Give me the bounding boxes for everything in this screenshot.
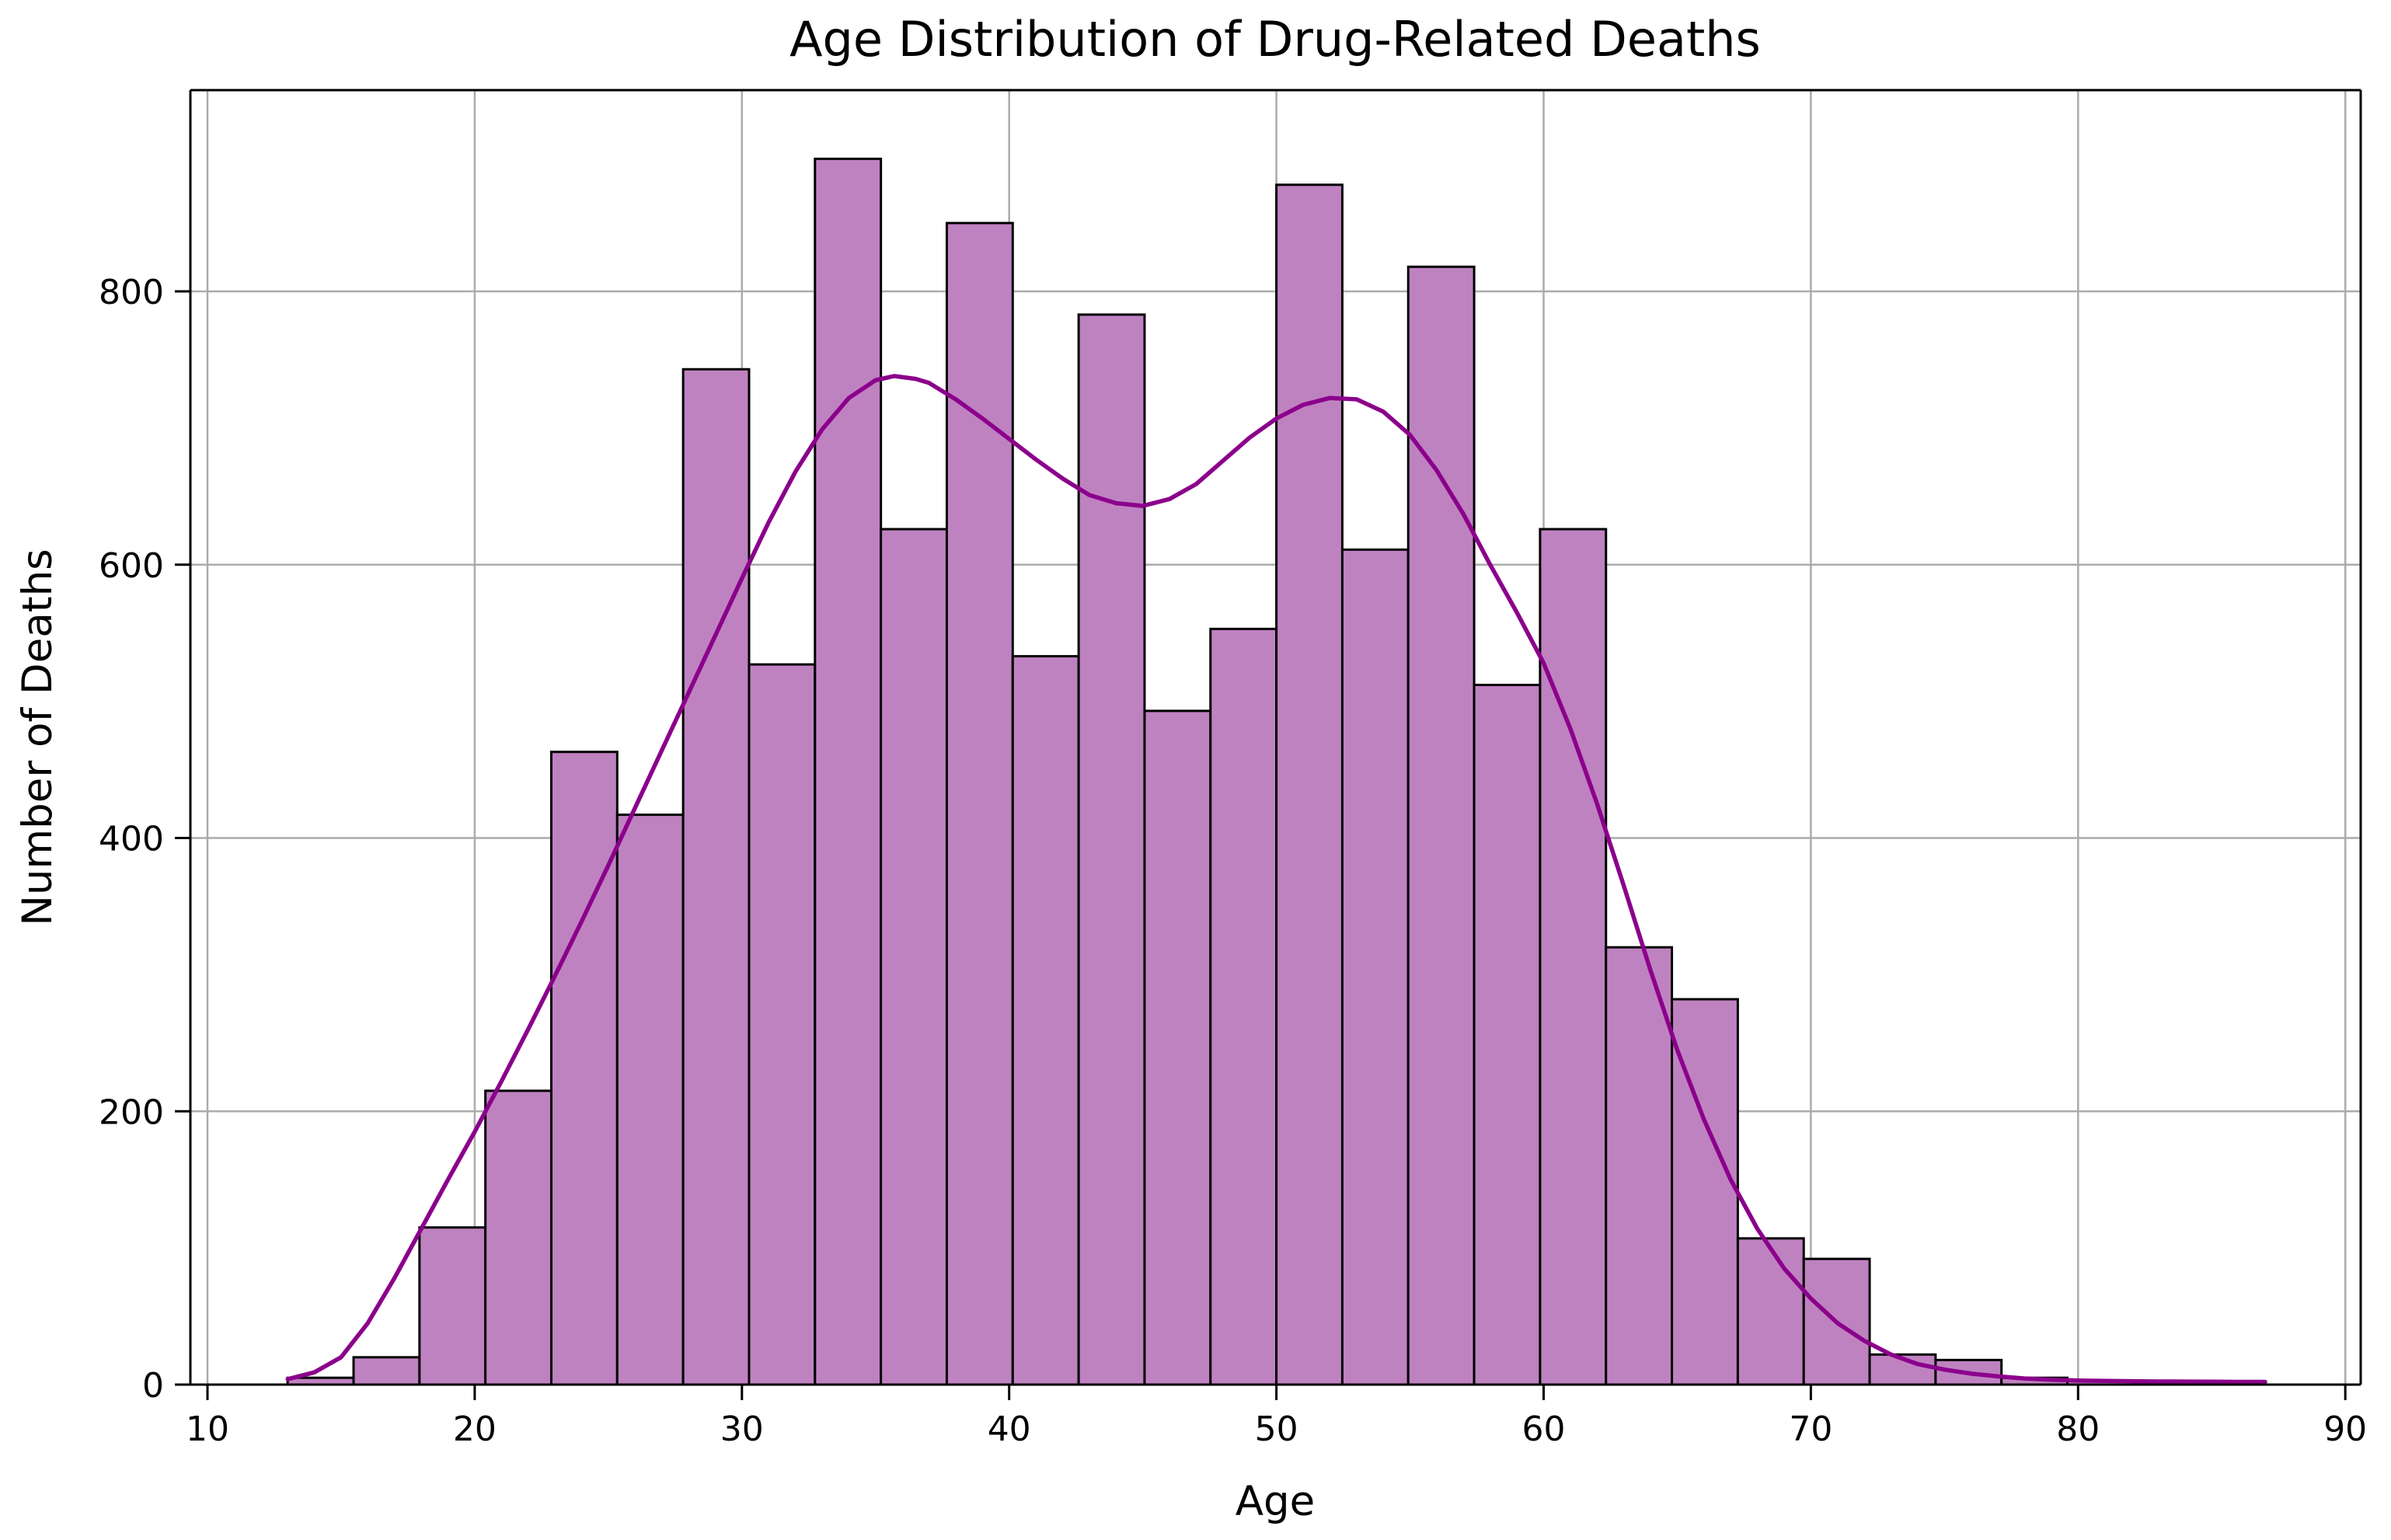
histogram-bars [286, 157, 2267, 1386]
histogram-bar [1539, 528, 1608, 1386]
y-tick-labels: 0 200 400 600 800 [99, 273, 164, 1406]
histogram-bar [945, 221, 1014, 1386]
histogram-bar [1077, 313, 1146, 1386]
histogram-bar [1011, 655, 1080, 1386]
histogram-bar [1736, 1237, 1805, 1386]
chart-title: Age Distribution of Drug-Related Deaths [789, 11, 1761, 68]
histogram-bar [814, 157, 883, 1386]
kde-curve [285, 374, 2267, 1385]
histogram-bar [1209, 627, 1278, 1386]
x-tick-label: 70 [1789, 1409, 1832, 1449]
y-tick-label: 600 [99, 546, 164, 586]
histogram-bar [1275, 183, 1344, 1386]
y-tick-label: 200 [99, 1092, 164, 1132]
axis-ticks [175, 290, 2347, 1400]
x-tick-label: 40 [988, 1409, 1031, 1449]
x-axis-label: Age [1236, 1478, 1316, 1525]
histogram-bar [1605, 946, 1674, 1386]
histogram-bar [880, 528, 948, 1386]
x-tick-label: 90 [2323, 1409, 2367, 1449]
histogram-bar [1340, 548, 1410, 1386]
y-tick-label: 0 [142, 1366, 164, 1406]
x-tick-label: 80 [2056, 1409, 2100, 1449]
histogram-bar [484, 1089, 552, 1386]
histogram-bar [748, 663, 817, 1386]
x-tick-label: 10 [186, 1409, 229, 1449]
histogram-bar [615, 814, 685, 1386]
x-tick-label: 50 [1255, 1409, 1298, 1449]
histogram-bar [418, 1226, 487, 1386]
histogram-bar [352, 1356, 421, 1386]
x-tick-label: 20 [453, 1409, 497, 1449]
y-axis-label: Number of Deaths [14, 549, 61, 926]
y-tick-label: 800 [99, 273, 164, 312]
y-tick-label: 400 [99, 820, 164, 859]
x-tick-label: 60 [1522, 1409, 1566, 1449]
histogram-bar [1473, 684, 1542, 1386]
histogram-bar [549, 751, 619, 1386]
x-tick-labels: 10 20 30 40 50 60 70 80 90 [186, 1409, 2367, 1449]
histogram-bar [681, 368, 751, 1386]
x-tick-label: 30 [720, 1409, 764, 1449]
histogram-bar [1406, 265, 1476, 1386]
histogram-bar [1143, 709, 1212, 1386]
